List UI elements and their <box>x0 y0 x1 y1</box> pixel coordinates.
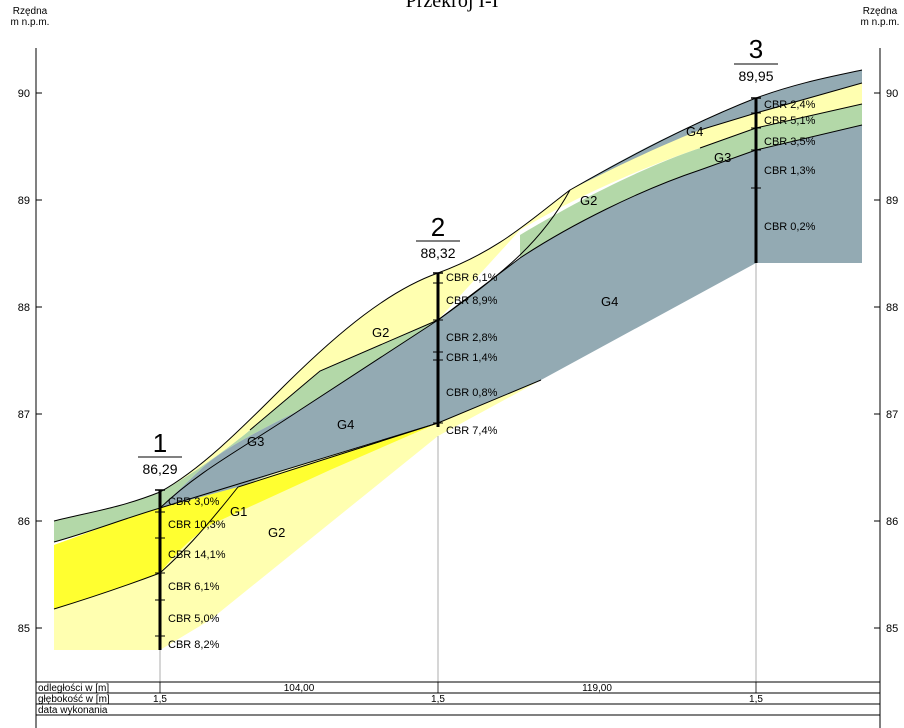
cbr-label: CBR 2,8% <box>446 332 498 344</box>
y-tick-label: 88 <box>886 302 898 314</box>
boundary-line <box>159 422 439 509</box>
y-tick-label: 85 <box>886 623 898 635</box>
layer-label: G2 <box>268 525 285 540</box>
right-axis-label-line1: Rzędna <box>863 6 898 17</box>
layer-g2-right <box>570 83 862 190</box>
layer-label: G3 <box>714 150 731 165</box>
cbr-label: CBR 5,0% <box>168 613 220 625</box>
layer-g3-right <box>520 104 862 258</box>
table-row-label-date: data wykonania <box>38 705 108 716</box>
boundary-line <box>437 124 863 321</box>
borehole-number: 3 <box>749 34 763 64</box>
section-title: Przekrój I-I <box>406 0 499 12</box>
info-table: odległości w [m] głębokość w [m] data wy… <box>35 681 881 728</box>
left-axis-label-line2: m n.p.m. <box>11 17 50 28</box>
layer-g2-lower <box>54 380 541 650</box>
cbr-label: CBR 3,5% <box>764 136 816 148</box>
cbr-label: CBR 0,8% <box>446 387 498 399</box>
borehole-2[interactable]: 2 88,32 CBR 6,1% CBR 8,9% CBR 2,8% CBR 1… <box>416 212 498 437</box>
layer-label: G3 <box>247 434 264 449</box>
cbr-label: CBR 6,1% <box>168 581 220 593</box>
y-tick-label: 90 <box>886 88 898 100</box>
distance-value: 119,00 <box>582 683 612 694</box>
boundary-line <box>53 189 571 543</box>
cbr-label: CBR 7,4% <box>446 425 498 437</box>
y-tick-label: 88 <box>18 302 30 314</box>
table-row-label-distances: odległości w [m] <box>38 683 109 694</box>
table-row-label-depths: głębokość w [m] <box>38 694 110 705</box>
right-tick-labels: 90 89 88 87 86 85 <box>886 88 898 635</box>
borehole-elevation: 86,29 <box>142 461 177 477</box>
cbr-label: CBR 14,1% <box>168 549 226 561</box>
borehole-number: 1 <box>153 428 167 458</box>
cbr-label: CBR 8,9% <box>446 295 498 307</box>
left-axis-ticks <box>36 92 42 629</box>
borehole-number: 2 <box>431 212 445 242</box>
layer-g3-left <box>54 320 438 542</box>
cbr-label: CBR 5,1% <box>764 115 816 127</box>
layer-label: G2 <box>580 193 597 208</box>
y-tick-label: 87 <box>18 409 30 421</box>
borehole-elevation: 88,32 <box>420 245 455 261</box>
y-tick-label: 87 <box>886 409 898 421</box>
borehole-guides <box>159 263 757 682</box>
right-axis-label-line2: m n.p.m. <box>861 17 900 28</box>
cbr-label: CBR 6,1% <box>446 272 498 284</box>
y-tick-label: 86 <box>18 516 30 528</box>
left-axis-label-line1: Rzędna <box>13 6 48 17</box>
y-tick-label: 85 <box>18 623 30 635</box>
layer-labels: G1 G2 G3 G4 G2 G4 G2 G4 G3 <box>230 124 731 540</box>
cbr-label: CBR 10,3% <box>168 519 226 531</box>
cbr-label: CBR 1,4% <box>446 352 498 364</box>
layer-label: G4 <box>601 294 618 309</box>
cbr-label: CBR 1,3% <box>764 165 816 177</box>
cbr-label: CBR 2,4% <box>764 99 816 111</box>
layer-g4-left <box>160 320 438 508</box>
cbr-label: CBR 0,2% <box>764 221 816 233</box>
y-tick-label: 89 <box>886 195 898 207</box>
depth-value: 1,5 <box>749 694 763 705</box>
boundary-line <box>249 319 439 431</box>
depth-value: 1,5 <box>153 694 167 705</box>
y-tick-label: 86 <box>886 516 898 528</box>
layer-g1 <box>54 423 438 609</box>
borehole-elevation: 89,95 <box>738 68 773 84</box>
left-tick-labels: 90 89 88 87 86 85 <box>18 88 30 635</box>
y-tick-label: 90 <box>18 88 30 100</box>
layer-label: G2 <box>372 325 389 340</box>
right-axis-ticks <box>874 92 880 629</box>
layer-g4-top <box>570 70 862 190</box>
y-tick-label: 89 <box>18 195 30 207</box>
borehole-1[interactable]: 1 86,29 CBR 3,0% CBR 10,3% CBR 14,1% CBR… <box>138 428 226 651</box>
distance-value: 104,00 <box>284 683 315 694</box>
cbr-label: CBR 8,2% <box>168 639 220 651</box>
layer-label: G4 <box>337 417 354 432</box>
cbr-label: CBR 3,0% <box>168 496 220 508</box>
borehole-3[interactable]: 3 89,95 CBR 2,4% CBR 5,1% CBR 3,5% CBR 1… <box>734 34 816 263</box>
depth-value: 1,5 <box>431 694 445 705</box>
layer-label: G1 <box>230 504 247 519</box>
layer-label: G4 <box>686 124 703 139</box>
